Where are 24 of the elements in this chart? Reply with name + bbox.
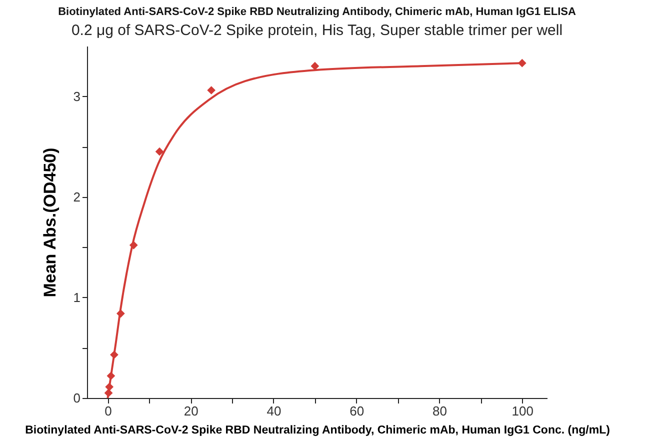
- point: [155, 147, 164, 156]
- point: [116, 309, 125, 318]
- x-tick-label: 40: [266, 404, 282, 418]
- x-tick-label: 0: [104, 404, 112, 418]
- point: [106, 372, 116, 380]
- point: [310, 62, 320, 70]
- x-tick-label: 20: [184, 404, 198, 418]
- point: [110, 350, 118, 359]
- y-axis-title: Mean Abs.(OD450): [40, 148, 60, 298]
- y-tick-label: 3: [73, 88, 80, 104]
- y-tick-label: 1: [73, 290, 80, 305]
- chart-subtitle: 0.2 μg of SARS-CoV-2 Spike protein, His Tag, Super stable trimer per well: [71, 22, 563, 39]
- x-tick-label: 100: [512, 404, 534, 418]
- point: [105, 382, 114, 392]
- point: [518, 58, 526, 68]
- point: [207, 86, 216, 94]
- x-tick-label: 80: [432, 404, 447, 418]
- point: [104, 388, 113, 398]
- y-tick-label: 0: [73, 390, 80, 406]
- point: [129, 240, 138, 250]
- x-tick-label: 60: [350, 404, 364, 418]
- chart-title: Biotinylated Anti-SARS-CoV-2 Spike RBD Neutralizing Antibody, Chimeric mAb, Human IgG1 ELISA: [58, 6, 576, 18]
- y-tick-label: 2: [73, 189, 80, 204]
- x-axis-title: Biotinylated Anti-SARS-CoV-2 Spike RBD Neutralizing Antibody, Chimeric mAb, Human IgG1 Conc. (ng/mL): [25, 424, 610, 436]
